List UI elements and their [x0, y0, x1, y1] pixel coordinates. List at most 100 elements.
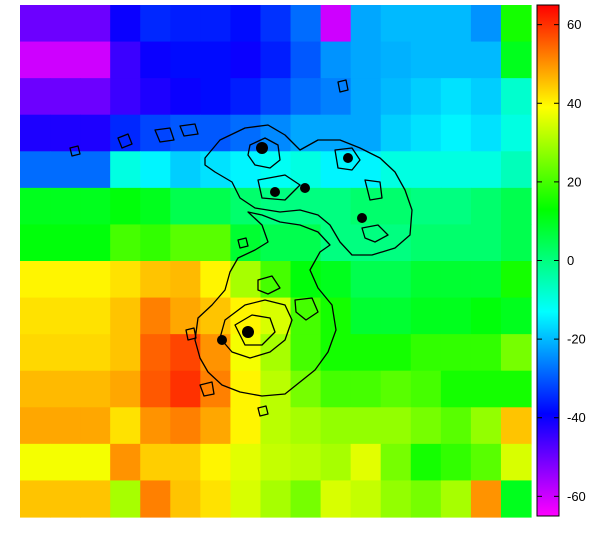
heatmap-cell: [140, 261, 171, 299]
heatmap-cell: [470, 334, 502, 372]
heatmap-cell: [500, 480, 532, 518]
heatmap-cell: [170, 261, 201, 299]
heatmap-cell: [230, 370, 262, 408]
heatmap-cell: [410, 114, 442, 152]
heatmap-cell: [170, 78, 201, 116]
heatmap-cell: [500, 187, 532, 226]
heatmap-cell: [380, 5, 412, 43]
intensity-contours: [69, 79, 413, 417]
heatmap-cell: [50, 370, 81, 408]
heatmap-cell: [440, 407, 472, 445]
heatmap-cell: [170, 297, 201, 335]
heatmap-cell: [410, 5, 442, 43]
heatmap-cell: [440, 41, 472, 79]
heatmap-grid: [20, 5, 532, 518]
heatmap-cell: [290, 407, 322, 445]
heatmap-cell: [350, 480, 382, 518]
heatmap-cell: [110, 297, 141, 335]
heatmap-cell: [230, 114, 262, 152]
heatmap-cell: [380, 151, 412, 189]
heatmap-cell: [80, 407, 111, 445]
contour-inner-2: [334, 147, 361, 171]
heatmap-cell: [470, 224, 502, 262]
heatmap-cell: [440, 224, 472, 262]
heatmap-cell: [500, 370, 532, 408]
heatmap-cell: [410, 224, 442, 262]
colorbar-tick-label: 60: [567, 17, 581, 32]
heatmap-cell: [200, 443, 232, 482]
heatmap-cell: [230, 261, 262, 299]
heatmap-cell: [260, 151, 292, 189]
heatmap-cell: [80, 151, 111, 189]
contour-peaks: [217, 142, 367, 345]
heatmap-cell: [410, 443, 442, 482]
contour-inner-1: [247, 137, 281, 169]
heatmap-cell: [170, 151, 201, 189]
heatmap-cell: [320, 5, 352, 43]
colorbar-ticks: 60 40 20 0 -20 -40 -60: [537, 17, 586, 504]
heatmap-cell: [200, 297, 232, 335]
heatmap-cell: [230, 224, 262, 262]
heatmap-cell: [80, 480, 111, 518]
heatmap-cell: [500, 224, 532, 262]
contour-island-4: [69, 145, 81, 157]
heatmap-cell: [440, 334, 472, 372]
heatmap-cell: [320, 187, 352, 226]
heatmap-cell: [500, 114, 532, 152]
heatmap-cell: [440, 78, 472, 116]
heatmap-cell: [410, 261, 442, 299]
heatmap-cell: [350, 41, 382, 79]
heatmap-cell: [200, 370, 232, 408]
heatmap-cell: [260, 407, 292, 445]
heatmap-cell: [50, 407, 81, 445]
heatmap-cell: [110, 187, 141, 226]
heatmap-cell: [440, 443, 472, 482]
heatmap-cell: [230, 5, 262, 43]
heatmap-cell: [470, 78, 502, 116]
heatmap-cell: [50, 443, 81, 482]
heatmap-cell: [350, 443, 382, 482]
heatmap-cell: [260, 334, 292, 372]
colorbar-tick-label: 40: [567, 96, 581, 111]
heatmap-cell: [20, 224, 51, 262]
heatmap-cell: [80, 187, 111, 226]
heatmap-cell: [110, 443, 141, 482]
heatmap-cell: [140, 114, 171, 152]
heatmap-cell: [110, 5, 141, 43]
heatmap-cell: [410, 407, 442, 445]
heatmap-cell: [380, 443, 412, 482]
heatmap-cell: [470, 407, 502, 445]
contour-island-8: [337, 79, 349, 93]
heatmap-cell: [440, 370, 472, 408]
peak-6: [217, 335, 227, 345]
heatmap-cell: [140, 334, 171, 372]
heatmap-cell: [260, 261, 292, 299]
heatmap-cell: [140, 5, 171, 43]
heatmap-cell: [500, 261, 532, 299]
heatmap-cell: [470, 261, 502, 299]
contour-island-6: [257, 405, 269, 417]
heatmap-cell: [350, 334, 382, 372]
colorbar-tick-label: 20: [567, 174, 581, 189]
heatmap-cell: [80, 334, 111, 372]
heatmap-cell: [260, 297, 292, 335]
heatmap-cell: [50, 480, 81, 518]
heatmap-cell: [470, 151, 502, 189]
heatmap-cell: [170, 5, 201, 43]
heatmap-cell: [500, 334, 532, 372]
heatmap-cell: [80, 41, 111, 79]
heatmap-cell: [440, 297, 472, 335]
heatmap-cell: [350, 297, 382, 335]
heatmap-cell: [410, 297, 442, 335]
peak-4: [343, 153, 353, 163]
heatmap-cell: [440, 261, 472, 299]
heatmap-cell: [20, 261, 51, 299]
heatmap-cell: [320, 261, 352, 299]
heatmap-cell: [260, 443, 292, 482]
peak-1: [256, 142, 268, 154]
heatmap-cell: [200, 187, 232, 226]
heatmap-cell: [440, 5, 472, 43]
heatmap-cell: [170, 407, 201, 445]
heatmap-cell: [140, 297, 171, 335]
